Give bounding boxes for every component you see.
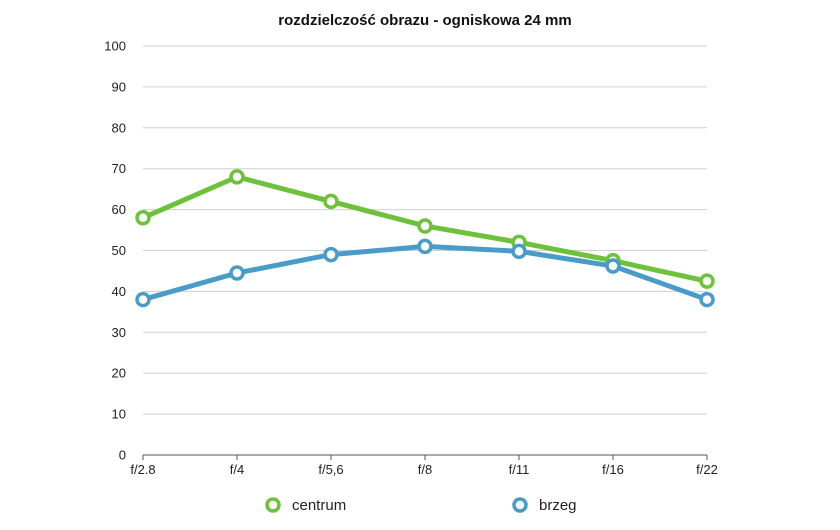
x-tick-label: f/22 xyxy=(696,462,718,477)
data-point xyxy=(417,218,433,234)
y-axis-ticks: 0 10 20 30 40 50 60 70 80 90 100 xyxy=(104,39,126,463)
series-layer xyxy=(135,169,715,308)
y-tick-label: 0 xyxy=(119,448,126,463)
legend-marker xyxy=(512,497,528,513)
x-axis-ticks: f/2.8 f/4 f/5,6 f/8 f/11 f/16 f/22 xyxy=(130,455,718,477)
data-point xyxy=(135,210,151,226)
series-brzeg xyxy=(135,238,715,308)
y-tick-label: 80 xyxy=(112,120,126,135)
data-point xyxy=(699,291,715,308)
x-tick-label: f/11 xyxy=(509,462,530,477)
legend-item-centrum: centrum xyxy=(265,497,346,514)
y-tick-label: 20 xyxy=(112,366,126,381)
y-tick-label: 90 xyxy=(112,79,126,94)
x-tick-label: f/2.8 xyxy=(130,462,155,477)
y-tick-label: 60 xyxy=(112,202,126,217)
chart-title: rozdzielczość obrazu - ogniskowa 24 mm xyxy=(278,12,571,29)
y-tick-label: 10 xyxy=(112,407,126,422)
data-point xyxy=(229,265,245,281)
y-tick-label: 50 xyxy=(112,243,126,258)
legend-label: centrum xyxy=(292,497,346,514)
data-point xyxy=(605,258,621,274)
legend-marker xyxy=(265,497,281,513)
legend: centrum brzeg xyxy=(265,497,577,514)
legend-item-brzeg: brzeg xyxy=(512,497,577,514)
data-point xyxy=(699,273,715,289)
x-tick-label: f/4 xyxy=(230,462,244,477)
x-tick-label: f/8 xyxy=(418,462,432,477)
legend-label: brzeg xyxy=(539,497,577,514)
data-point xyxy=(323,193,339,210)
data-point xyxy=(511,243,527,260)
data-point xyxy=(135,291,151,308)
y-tick-label: 100 xyxy=(104,39,126,54)
data-point xyxy=(417,238,433,255)
x-tick-label: f/5,6 xyxy=(318,462,343,477)
y-tick-label: 70 xyxy=(112,161,126,176)
y-tick-label: 30 xyxy=(112,325,126,340)
y-tick-label: 40 xyxy=(112,284,126,299)
data-point xyxy=(229,169,245,185)
x-tick-label: f/16 xyxy=(602,462,624,477)
data-point xyxy=(323,246,339,263)
